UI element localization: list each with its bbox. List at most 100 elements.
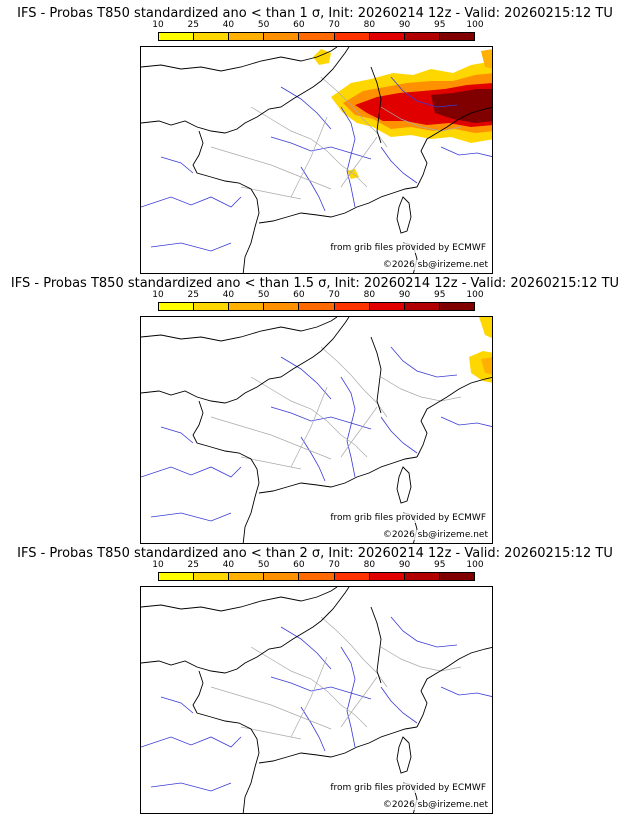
river-line [270,136,372,160]
colorbar-tick-label: 50 [257,290,270,300]
region-border [210,416,332,460]
colorbar-tick-label: 100 [466,290,484,300]
colorbar-segment [404,573,440,580]
colorbar-segment [439,303,474,310]
river-line [390,346,458,378]
colorbar-segment [159,33,195,40]
colorbar-tick-label: 80 [363,20,376,30]
colorbar-segment [439,573,474,580]
coastline [192,400,260,543]
river-line [270,676,372,700]
coastline [141,587,338,612]
colorbar-segment [369,303,405,310]
copyright-credit: ©2026 sb@irizeme.net [382,260,488,270]
anomaly-area [313,49,492,179]
colorbar-segment [334,303,370,310]
river-line [150,782,232,792]
colorbar-segment [194,303,230,310]
river-line [280,356,332,400]
colorbar-tick-label: 90 [398,20,411,30]
river-line [160,426,194,444]
river-line [280,626,332,670]
coastline [141,587,350,674]
map-svg [141,317,492,543]
grib-credit: from grib files provided by ECMWF [330,243,486,253]
river-line [300,706,326,752]
coastline [416,376,492,458]
coastline [192,130,260,273]
colorbar-tick-label: 40 [222,560,235,570]
colorbar-segment [299,573,335,580]
colorbar-segment [159,573,195,580]
river-line [390,616,458,648]
colorbar-tick-label: 10 [152,290,164,300]
colorbar-tick-label: 80 [363,290,376,300]
coastline [192,670,260,813]
colorbar-segment [369,33,405,40]
country-border [370,66,382,144]
colorbar-tick-label: 60 [293,20,305,30]
river-line [141,736,242,748]
colorbar-tick-label: 100 [466,560,484,570]
corsica-outline [396,196,412,234]
panel-title: IFS - Probas T850 standardized ano < tha… [17,546,613,561]
region-border [290,656,328,738]
coastline [416,646,492,728]
colorbar-tick-label: 25 [187,560,199,570]
river-line [300,436,326,482]
grib-credit: from grib files provided by ECMWF [330,513,486,523]
colorbar-segment [299,33,335,40]
river-line [440,146,492,157]
river-line [340,106,356,208]
colorbar-tick-label: 25 [187,290,199,300]
colorbar-segment [194,33,230,40]
colorbar-tick-label: 25 [187,20,199,30]
river-line [280,86,332,130]
region-border [290,386,328,468]
colorbar-tick-label: 50 [257,560,270,570]
colorbar [158,302,475,311]
colorbar-segment [264,303,300,310]
colorbar-tick-label: 60 [293,560,305,570]
region-border [250,646,368,728]
colorbar [158,32,475,41]
colorbar-ticks: 10 25 40 50 60 70 80 90 95 100 [152,290,483,302]
colorbar-segment [404,33,440,40]
colorbar-segment [264,573,300,580]
river-line [300,166,326,212]
coastline [258,726,418,764]
colorbar-tick-label: 50 [257,20,270,30]
colorbar-ticks: 10 25 40 50 60 70 80 90 95 100 [152,560,483,572]
probability-map[interactable]: from grib files provided by ECMWF ©2026 … [140,586,493,814]
coastline [141,317,350,404]
river-line [141,466,242,478]
river-line [150,242,232,252]
colorbar-segment [229,573,265,580]
panel-title: IFS - Probas T850 standardized ano < tha… [17,6,613,21]
region-border [340,676,378,728]
panel-title: IFS - Probas T850 standardized ano < tha… [10,276,620,291]
map-svg [141,587,492,813]
colorbar-tick-label: 90 [398,560,411,570]
river-line [270,406,372,430]
colorbar-segment [229,33,265,40]
colorbar-segment [299,303,335,310]
river-line [160,156,194,174]
colorbar-tick-label: 80 [363,560,376,570]
river-line [380,416,418,454]
colorbar [158,572,475,581]
corsica-outline [396,466,412,504]
map-panel-3: IFS - Probas T850 standardized ano < tha… [0,546,630,820]
colorbar-tick-label: 40 [222,20,235,30]
probability-map[interactable]: from grib files provided by ECMWF ©2026 … [140,46,493,274]
colorbar-tick-label: 70 [328,20,340,30]
colorbar-tick-label: 70 [328,560,340,570]
region-border [340,406,378,458]
grib-credit: from grib files provided by ECMWF [330,783,486,793]
probability-map[interactable]: from grib files provided by ECMWF ©2026 … [140,316,493,544]
river-line [340,646,356,748]
river-line [141,196,242,208]
river-line [390,76,458,108]
country-border [370,336,382,414]
colorbar-tick-label: 95 [434,290,446,300]
